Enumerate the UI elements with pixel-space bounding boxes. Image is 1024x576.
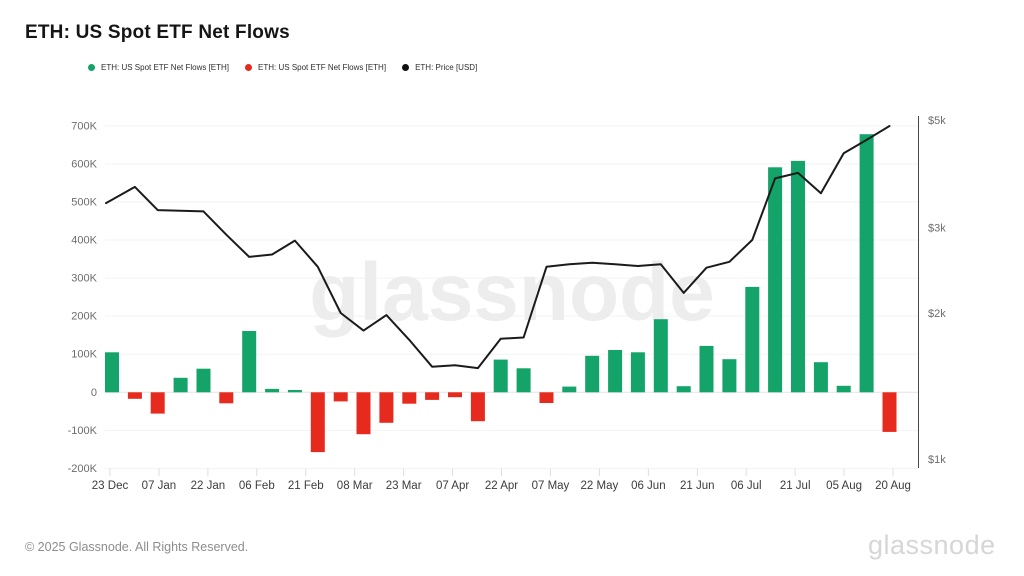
x-axis-label: 21 Jun	[680, 480, 715, 492]
flow-bar	[219, 392, 234, 404]
page-title: ETH: US Spot ETF Net Flows	[25, 22, 290, 43]
flow-bar	[402, 392, 417, 404]
flow-bar	[539, 392, 554, 403]
flow-bar	[150, 392, 165, 414]
x-axis-label: 08 Mar	[337, 480, 373, 492]
flow-bar	[585, 355, 600, 393]
flow-bar	[265, 388, 280, 393]
copyright-text: © 2025 Glassnode. All Rights Reserved.	[25, 540, 249, 554]
flow-bar	[333, 392, 348, 402]
flow-bar	[791, 160, 805, 393]
flow-bar	[287, 390, 302, 393]
legend-label: ETH: Price [USD]	[415, 63, 478, 72]
left-axis-label: 200K	[71, 311, 97, 323]
flow-bar	[859, 134, 874, 393]
x-axis-label: 07 May	[532, 480, 570, 492]
plot-area: 700K 600K 500K 400K 300K 200K 100K 0 -100K -200K g…	[68, 115, 947, 492]
legend-dot-icon	[245, 64, 253, 71]
x-axis-label: 21 Feb	[288, 480, 324, 492]
flow-bar	[493, 359, 508, 393]
flow-bar	[722, 359, 737, 393]
x-axis-label: 22 Apr	[485, 480, 518, 492]
right-axis-label: $5k	[928, 115, 946, 127]
flow-bar	[836, 385, 851, 393]
x-axis-label: 06 Jul	[731, 480, 762, 492]
x-axis-label: 05 Aug	[826, 480, 862, 492]
flow-bar	[173, 377, 188, 393]
x-axis-label: 21 Jul	[780, 480, 811, 492]
x-axis-label: 22 May	[581, 480, 619, 492]
x-axis-label: 07 Jan	[142, 480, 177, 492]
legend-item[interactable]: ETH: US Spot ETF Net Flows [ETH]	[245, 63, 386, 72]
right-axis-label: $1k	[928, 454, 946, 466]
flow-bar	[105, 352, 119, 393]
flow-bar	[562, 386, 577, 393]
flow-bar	[379, 392, 394, 423]
right-axis-label: $2k	[928, 308, 946, 320]
left-axis-label: 300K	[71, 273, 97, 285]
left-axis-label: 600K	[71, 158, 97, 170]
left-axis-label: -100K	[68, 425, 98, 437]
legend-label: ETH: US Spot ETF Net Flows [ETH]	[258, 63, 387, 72]
x-axis-label: 06 Feb	[239, 480, 275, 492]
flow-bar	[608, 350, 623, 393]
left-axis-label: 400K	[71, 235, 97, 247]
x-axis-label: 07 Apr	[436, 480, 469, 492]
right-axis-label: $3k	[928, 223, 946, 235]
legend-item[interactable]: ETH: US Spot ETF Net Flows [ETH]	[88, 63, 229, 72]
left-axis-label: -200K	[68, 463, 98, 475]
x-axis-label: 23 Mar	[386, 480, 422, 492]
flow-bar	[699, 345, 714, 393]
left-axis-label: 500K	[71, 196, 97, 208]
flow-bar	[768, 167, 783, 393]
left-axis-label: 0	[91, 387, 97, 399]
legend: ETH: US Spot ETF Net Flows [ETH] ETH: US …	[88, 63, 477, 72]
flow-bar	[882, 392, 897, 432]
left-axis-label: 100K	[71, 349, 97, 361]
flow-bar	[516, 368, 531, 393]
flow-bar	[310, 392, 325, 453]
x-axis-label: 06 Jun	[631, 480, 666, 492]
legend-item[interactable]: ETH: Price [USD]	[402, 63, 477, 72]
glassnode-logo: glassnode	[868, 530, 996, 560]
flow-bar	[676, 386, 691, 393]
flow-bar	[448, 392, 462, 398]
x-axis-label: 23 Dec	[92, 480, 129, 492]
flow-bar	[745, 286, 760, 393]
flow-bar	[356, 392, 371, 435]
flow-bar	[127, 392, 142, 399]
flow-bar	[630, 352, 645, 393]
flow-bar	[242, 331, 257, 393]
flow-bar	[813, 362, 828, 393]
flow-bar	[653, 319, 668, 393]
x-axis-label: 22 Jan	[191, 480, 226, 492]
left-axis-label: 700K	[71, 120, 97, 132]
legend-label: ETH: US Spot ETF Net Flows [ETH]	[101, 63, 230, 72]
flow-bar	[196, 368, 211, 393]
flow-bar	[470, 392, 485, 422]
flow-bar	[425, 392, 440, 400]
price-line	[105, 125, 891, 370]
legend-dot-icon	[88, 64, 95, 71]
legend-dot-icon	[402, 64, 410, 71]
x-axis-label: 20 Aug	[875, 480, 911, 492]
watermark: glassnode	[309, 247, 715, 338]
